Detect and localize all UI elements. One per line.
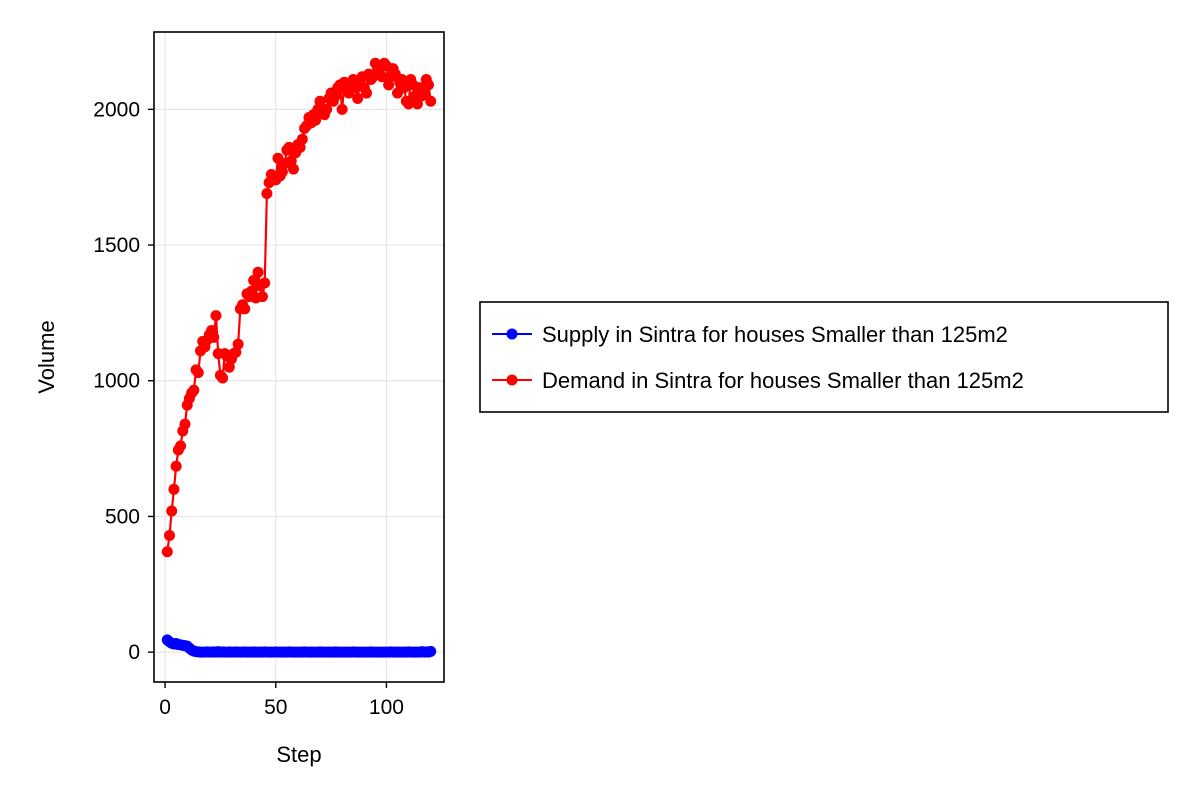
data-point [352, 92, 364, 104]
data-point [256, 291, 268, 303]
data-point [179, 418, 191, 430]
data-point [252, 266, 264, 278]
data-point [296, 133, 308, 145]
legend: Supply in Sintra for houses Smaller than… [479, 301, 1169, 413]
y-tick-label: 1500 [93, 234, 140, 257]
data-point [166, 505, 178, 517]
series-layer [161, 57, 437, 658]
legend-item-demand: Demand in Sintra for houses Smaller than… [492, 368, 1024, 393]
legend-marker-supply [506, 328, 518, 340]
series-supply [161, 634, 437, 658]
data-point [418, 87, 430, 99]
x-tick-label: 0 [159, 696, 171, 719]
data-point [310, 114, 322, 126]
data-point [321, 103, 333, 115]
y-tick-label: 2000 [93, 98, 140, 121]
data-point [398, 82, 410, 94]
x-axis-title: Step [276, 742, 321, 767]
data-point [192, 367, 204, 379]
grid-lines [154, 32, 444, 682]
data-point [161, 546, 173, 558]
data-point [175, 440, 187, 452]
legend-item-supply: Supply in Sintra for houses Smaller than… [492, 322, 1008, 347]
data-point [164, 529, 175, 541]
data-point [217, 372, 229, 384]
y-tick-label: 0 [128, 641, 140, 664]
y-axis-title: Volume [34, 320, 59, 393]
plot-area-frame [153, 31, 445, 683]
data-point [376, 71, 388, 83]
data-point [259, 277, 271, 289]
data-point [336, 103, 348, 115]
legend-box [479, 301, 1169, 413]
data-point [361, 87, 373, 99]
data-point [232, 338, 244, 350]
data-point [188, 384, 200, 396]
data-point [170, 460, 182, 472]
data-point [423, 79, 434, 91]
data-point [403, 98, 415, 110]
data-point [208, 331, 220, 343]
data-point [425, 95, 437, 107]
data-point [210, 310, 222, 322]
data-point [411, 98, 423, 110]
y-tick-label: 1000 [93, 370, 140, 393]
y-tick-label: 500 [105, 505, 140, 528]
x-tick-label: 50 [264, 696, 287, 719]
legend-label-supply: Supply in Sintra for houses Smaller than… [542, 322, 1008, 347]
data-point [168, 483, 180, 495]
data-point [425, 645, 437, 657]
data-point [261, 187, 273, 199]
data-point [239, 303, 251, 315]
series-demand [161, 57, 437, 558]
x-tick-label: 100 [369, 696, 404, 719]
legend-label-demand: Demand in Sintra for houses Smaller than… [542, 368, 1024, 393]
data-point [287, 163, 299, 175]
legend-marker-demand [506, 374, 518, 386]
